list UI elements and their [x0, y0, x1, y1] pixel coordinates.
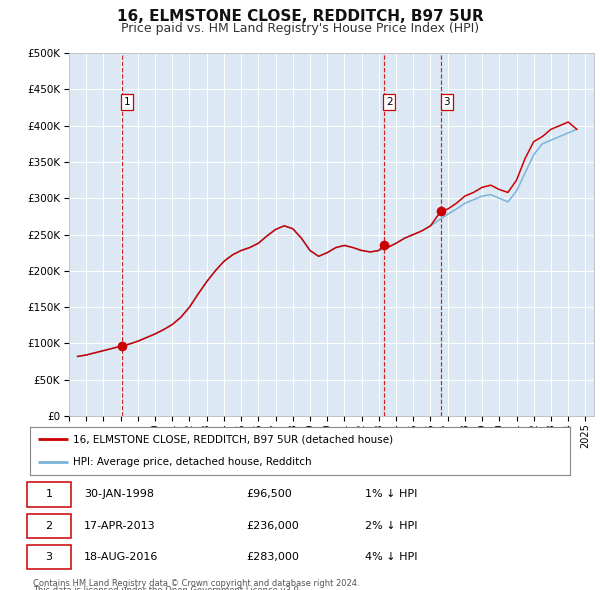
Text: HPI: Average price, detached house, Redditch: HPI: Average price, detached house, Redd…	[73, 457, 312, 467]
Text: Price paid vs. HM Land Registry's House Price Index (HPI): Price paid vs. HM Land Registry's House …	[121, 22, 479, 35]
Text: This data is licensed under the Open Government Licence v3.0.: This data is licensed under the Open Gov…	[33, 586, 301, 590]
Text: £283,000: £283,000	[246, 552, 299, 562]
FancyBboxPatch shape	[28, 482, 71, 507]
Text: 17-APR-2013: 17-APR-2013	[84, 521, 155, 530]
Text: 30-JAN-1998: 30-JAN-1998	[84, 490, 154, 499]
Text: 1: 1	[124, 97, 131, 107]
Text: 1% ↓ HPI: 1% ↓ HPI	[365, 490, 417, 499]
Text: 1: 1	[46, 490, 52, 499]
Text: 18-AUG-2016: 18-AUG-2016	[84, 552, 158, 562]
Text: 16, ELMSTONE CLOSE, REDDITCH, B97 5UR (detached house): 16, ELMSTONE CLOSE, REDDITCH, B97 5UR (d…	[73, 434, 394, 444]
Text: 4% ↓ HPI: 4% ↓ HPI	[365, 552, 418, 562]
Text: 3: 3	[46, 552, 52, 562]
Text: Contains HM Land Registry data © Crown copyright and database right 2024.: Contains HM Land Registry data © Crown c…	[33, 579, 359, 588]
FancyBboxPatch shape	[28, 513, 71, 538]
Text: 3: 3	[443, 97, 450, 107]
Text: £96,500: £96,500	[246, 490, 292, 499]
Text: £236,000: £236,000	[246, 521, 299, 530]
Text: 2: 2	[386, 97, 392, 107]
Text: 2: 2	[46, 521, 52, 530]
Text: 16, ELMSTONE CLOSE, REDDITCH, B97 5UR: 16, ELMSTONE CLOSE, REDDITCH, B97 5UR	[116, 9, 484, 24]
Text: 2% ↓ HPI: 2% ↓ HPI	[365, 521, 418, 530]
FancyBboxPatch shape	[28, 545, 71, 569]
